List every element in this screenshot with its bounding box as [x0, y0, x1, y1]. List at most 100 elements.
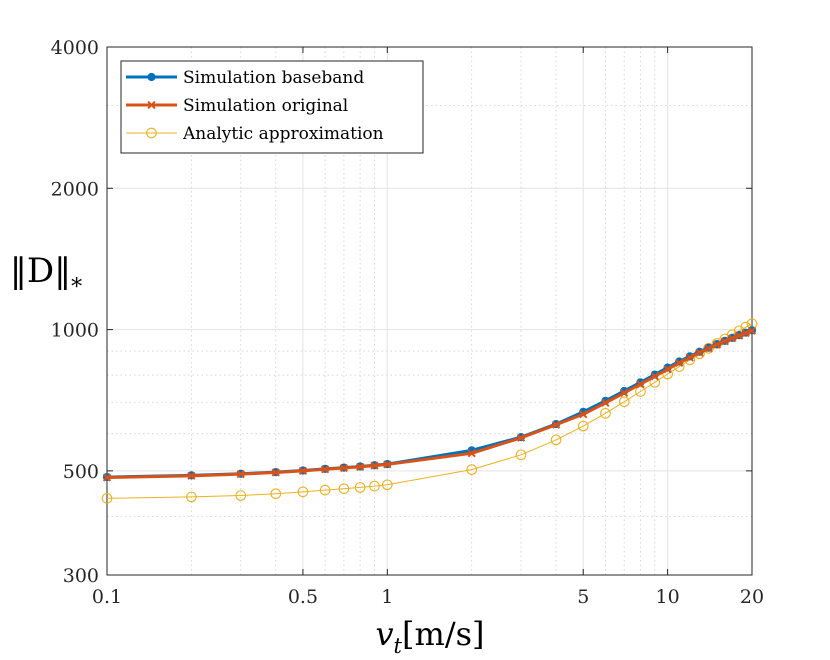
- data-point: [339, 463, 348, 473]
- data-point: [298, 466, 308, 475]
- y-tick-label: 4000: [51, 37, 99, 59]
- data-point-stroke-b: [339, 463, 348, 473]
- legend-marker-stroke-b: [147, 100, 156, 110]
- x-axis-label-unit: [m/s]: [402, 615, 485, 653]
- data-point: [369, 480, 380, 492]
- data-point: [577, 420, 589, 432]
- data-point: [383, 460, 392, 469]
- data-point: [354, 482, 366, 493]
- data-point: [695, 348, 704, 357]
- data-point: [102, 473, 112, 482]
- data-point: [728, 334, 737, 343]
- x-tick-label: 20: [740, 586, 764, 608]
- legend-box: [120, 60, 424, 154]
- data-point: [551, 420, 561, 429]
- data-point-stroke-b: [728, 334, 737, 343]
- data-point-stroke-b: [741, 328, 750, 338]
- y-axis-label: ‖D‖*: [10, 251, 82, 300]
- data-point: [600, 408, 611, 419]
- data-point-stroke-b: [516, 433, 526, 442]
- data-point-stroke-b: [601, 398, 610, 407]
- data-point: [467, 449, 476, 458]
- data-point: [515, 449, 527, 461]
- x-tick-label: 0.5: [288, 586, 318, 608]
- data-point: [356, 462, 365, 471]
- data-point: [663, 365, 672, 374]
- y-tick-label: 2000: [51, 178, 99, 200]
- data-point-stroke-b: [747, 326, 757, 335]
- data-point-stroke-b: [685, 353, 694, 362]
- data-point: [381, 479, 393, 491]
- data-point-stroke-b: [695, 348, 704, 357]
- data-point-stroke-b: [735, 331, 744, 340]
- data-point-stroke-b: [675, 358, 684, 368]
- data-point: [236, 470, 245, 479]
- x-tick-label: 10: [656, 586, 680, 608]
- series-group: [101, 318, 758, 504]
- data-point: [735, 331, 744, 340]
- data-point: [685, 353, 694, 362]
- data-point-stroke-b: [636, 380, 645, 389]
- x-axis-label: vt[m/s]: [375, 615, 484, 658]
- legend-label: Simulation baseband: [183, 68, 364, 88]
- data-point-stroke-b: [102, 473, 112, 482]
- data-point: [601, 398, 610, 407]
- data-point-stroke-b: [321, 465, 330, 474]
- data-point: [466, 464, 478, 476]
- data-point: [187, 471, 196, 480]
- legend-marker: [147, 72, 156, 82]
- x-tick-label: 1: [381, 586, 393, 608]
- data-point-stroke-b: [467, 449, 476, 458]
- y-axis-label-subscript: *: [71, 275, 82, 300]
- data-point: [338, 483, 350, 495]
- data-point: [741, 328, 750, 338]
- data-point-stroke-b: [620, 388, 629, 398]
- legend-label: Simulation original: [183, 96, 348, 116]
- data-point: [186, 491, 197, 503]
- ticks: 0.1 0.5 1 5 10 20 300 500 1000 2000 4000: [51, 37, 764, 608]
- data-point-stroke-b: [383, 460, 392, 469]
- data-point: [297, 486, 309, 498]
- data-point: [550, 434, 562, 446]
- data-point: [319, 484, 331, 496]
- y-tick-label: 300: [63, 565, 99, 587]
- data-point-stroke-b: [236, 470, 245, 479]
- data-point-stroke-b: [720, 337, 729, 346]
- data-point: [270, 488, 282, 500]
- x-axis-label-main: v: [375, 615, 393, 653]
- data-point: [635, 386, 646, 397]
- data-point: [321, 465, 330, 474]
- y-tick-label: 1000: [51, 320, 99, 342]
- data-point-stroke-b: [712, 340, 722, 349]
- data-point-stroke-b: [650, 372, 659, 381]
- data-point: [370, 461, 379, 470]
- data-point: [712, 340, 722, 349]
- data-point-stroke-b: [370, 461, 379, 470]
- data-point: [620, 388, 629, 398]
- x-axis-label-subscript: t: [394, 634, 403, 658]
- legend-marker: [146, 127, 157, 139]
- data-point: [704, 344, 713, 353]
- data-point: [271, 468, 280, 477]
- legend-label: Analytic approximation: [182, 124, 384, 144]
- series-2: [102, 326, 757, 482]
- y-tick-label: 500: [63, 461, 99, 483]
- data-point: [650, 372, 659, 381]
- x-tick-label: 5: [577, 586, 589, 608]
- data-point-stroke-b: [579, 410, 588, 419]
- data-point: [579, 410, 588, 419]
- data-point: [101, 492, 113, 504]
- data-point-stroke-b: [551, 420, 561, 429]
- data-point: [235, 490, 247, 501]
- y-axis-label-main: ‖D‖: [10, 251, 71, 291]
- data-point-stroke-b: [356, 462, 365, 471]
- legend-marker: [147, 100, 156, 110]
- data-point: [516, 433, 526, 442]
- axes-box: [106, 46, 753, 576]
- data-point-stroke-b: [663, 365, 672, 374]
- data-point-stroke-b: [187, 471, 196, 480]
- data-point-stroke-b: [704, 344, 713, 353]
- data-point-stroke-b: [271, 468, 280, 477]
- data-point: [618, 396, 630, 408]
